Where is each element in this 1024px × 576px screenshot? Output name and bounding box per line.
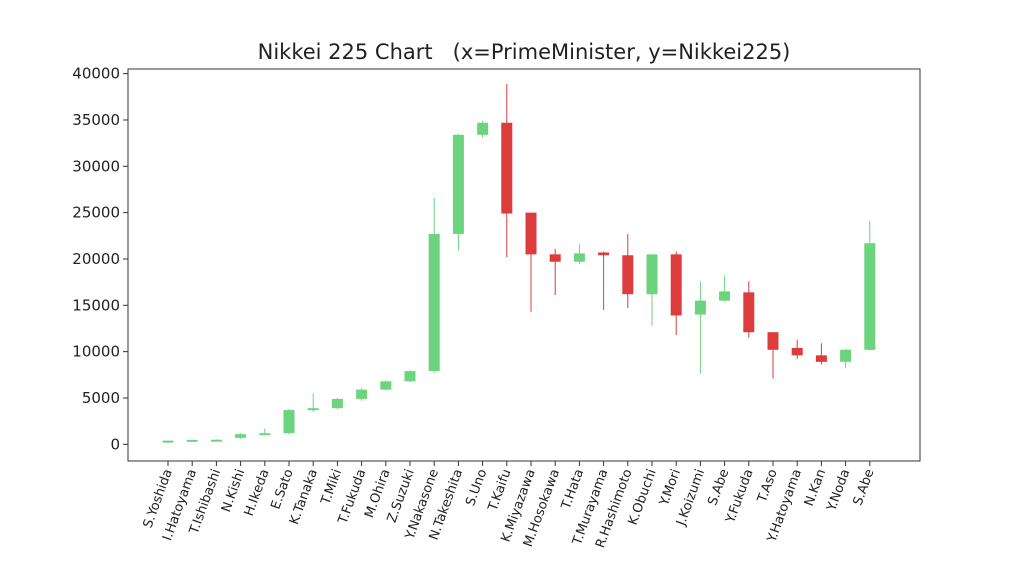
y-tick-label: 10000 <box>72 343 120 361</box>
candle <box>235 433 247 439</box>
candle-body <box>743 292 755 333</box>
candle-body <box>235 434 247 438</box>
candle-body <box>791 347 803 356</box>
y-tick-label: 40000 <box>72 65 120 83</box>
candle <box>428 197 440 373</box>
candle <box>404 370 416 383</box>
candle-body <box>331 398 343 409</box>
candle-body <box>549 254 561 262</box>
candle <box>162 440 174 443</box>
candles <box>162 83 876 443</box>
x-tick-label: T.Aso <box>755 467 781 505</box>
candle <box>670 251 682 335</box>
candle <box>719 275 731 302</box>
candle-body <box>162 440 174 443</box>
candle <box>259 428 271 436</box>
x-tick-label: S.Uno <box>463 467 490 508</box>
candle <box>501 83 513 258</box>
y-tick-label: 30000 <box>72 157 120 175</box>
candle-body <box>404 371 416 382</box>
candle <box>210 439 222 442</box>
candle <box>743 281 755 338</box>
x-tick-label: N.Kan <box>802 467 829 508</box>
candle-body <box>356 389 368 399</box>
candle-body <box>573 253 585 262</box>
candle <box>307 393 319 412</box>
candle <box>380 380 392 391</box>
candle <box>186 439 198 442</box>
candle <box>331 397 343 410</box>
candle <box>549 248 561 296</box>
candle <box>694 281 706 374</box>
x-tick-label: S.Abe <box>851 467 878 507</box>
candle <box>525 212 537 312</box>
candle-body <box>452 134 464 234</box>
candle-body <box>646 254 658 295</box>
candle <box>840 348 852 369</box>
candle <box>622 233 634 309</box>
candle <box>573 244 585 264</box>
candle-body <box>307 408 319 411</box>
x-axis: S.YoshidaI.HatoyamaT.IshibashiN.KishiH.I… <box>141 461 878 550</box>
candle-body <box>815 355 827 362</box>
candle <box>815 343 827 365</box>
candle-body <box>767 332 779 350</box>
y-axis: 0 5000 10000 15000 20000 25000 30000 35000 40000 <box>72 65 128 453</box>
y-tick-label: 0 <box>110 435 120 453</box>
candle <box>356 387 368 401</box>
candle-body <box>283 410 295 434</box>
y-tick-label: 25000 <box>72 204 120 222</box>
candle <box>864 220 876 351</box>
candle-body <box>186 439 198 442</box>
candle <box>598 251 610 310</box>
candle-body <box>380 381 392 390</box>
candle <box>477 120 489 138</box>
candle-body <box>210 439 222 442</box>
x-tick-label: Y.Mori <box>657 467 684 508</box>
candle <box>646 254 658 326</box>
candle-body <box>501 122 513 214</box>
candle-body <box>259 433 271 436</box>
y-tick-label: 35000 <box>72 111 120 129</box>
candle <box>452 133 464 251</box>
candle-body <box>428 233 440 372</box>
x-tick-label: T.Miki <box>318 467 345 507</box>
candle-body <box>525 212 537 255</box>
y-tick-label: 5000 <box>82 389 120 407</box>
candle-body <box>622 255 634 295</box>
x-tick-label: Y.Noda <box>824 467 853 514</box>
chart-title: Nikkei 225 Chart (x=PrimeMinister, y=Nik… <box>257 40 791 64</box>
candle-body <box>694 300 706 315</box>
candle-body <box>598 252 610 256</box>
plot-frame <box>127 68 921 462</box>
candle-body <box>840 349 852 362</box>
y-tick-label: 20000 <box>72 250 120 268</box>
candle-body <box>719 291 731 301</box>
candle <box>791 339 803 360</box>
candle-body <box>670 254 682 316</box>
candle <box>767 332 779 379</box>
candle-body <box>864 243 876 350</box>
x-tick-label: S.Abe <box>705 467 732 507</box>
candle-body <box>477 122 489 135</box>
candle <box>283 409 295 435</box>
y-tick-label: 15000 <box>72 296 120 314</box>
